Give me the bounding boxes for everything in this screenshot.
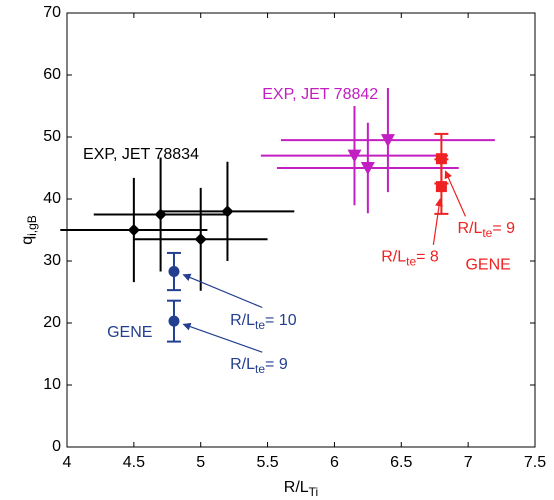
annotation: R/Lte= 9 [457,220,515,240]
series-label: EXP, JET 78834 [83,146,199,163]
annotation-arrow [444,170,467,217]
y-tick-label: 0 [52,438,61,455]
annotation-suffix: = 8 [416,248,439,265]
point [380,134,395,148]
x-tick-label: 6.5 [390,454,412,471]
annotation-main: R/L [230,312,255,329]
point [154,208,167,221]
x-tick-label: 7 [464,454,473,471]
x-tick-label: 6 [330,454,339,471]
y-tick-label: 70 [43,4,61,21]
series-label: GENE [465,257,510,274]
annotation: R/Lte= 10 [230,312,297,332]
x-axis-label-sub: Ti [309,485,319,499]
annotation-sub: te [482,226,492,240]
series-label: EXP, JET 78842 [262,86,378,103]
point [168,315,180,327]
annotation-suffix: = 9 [492,220,515,237]
y-tick-label: 50 [43,128,61,145]
y-tick-label: 40 [43,190,61,207]
annotation-main: R/L [230,356,255,373]
y-tick-label: 10 [43,376,61,393]
annotation: R/Lte= 8 [381,248,439,268]
annotation-arrow [432,198,443,245]
series-label: GENE [107,324,152,341]
annotation-suffix: = 10 [265,312,297,329]
annotation-arrow [182,322,263,353]
y-tick-label: 60 [43,66,61,83]
annotation-main: R/L [381,248,406,265]
point [168,266,180,278]
annotation-sub: te [406,254,416,268]
x-axis-label-main: R/L [284,479,309,496]
point [127,224,140,236]
x-tick-label: 5 [196,454,205,471]
x-tick-label: 4.5 [123,454,145,471]
y-axis-label: qi,gB [19,215,39,245]
y-tick-label: 30 [43,252,61,269]
annotation-sub: te [255,362,265,376]
y-axis-label-sub: i,gB [25,215,39,236]
x-axis-label: R/LTi [284,479,318,499]
point [194,233,207,246]
annotation-sub: te [255,318,265,332]
x-tick-label: 4 [63,454,72,471]
point [221,205,234,218]
y-tick-label: 20 [43,314,61,331]
point [347,149,362,163]
annotation-suffix: = 9 [265,356,288,373]
x-tick-label: 7.5 [524,454,546,471]
x-tick-label: 5.5 [256,454,278,471]
annotation-arrow [182,273,263,309]
point [435,181,447,193]
annotation-main: R/L [457,220,482,237]
annotation: R/Lte= 9 [230,356,288,376]
point [360,162,375,175]
y-axis-label-main: q [19,236,36,245]
